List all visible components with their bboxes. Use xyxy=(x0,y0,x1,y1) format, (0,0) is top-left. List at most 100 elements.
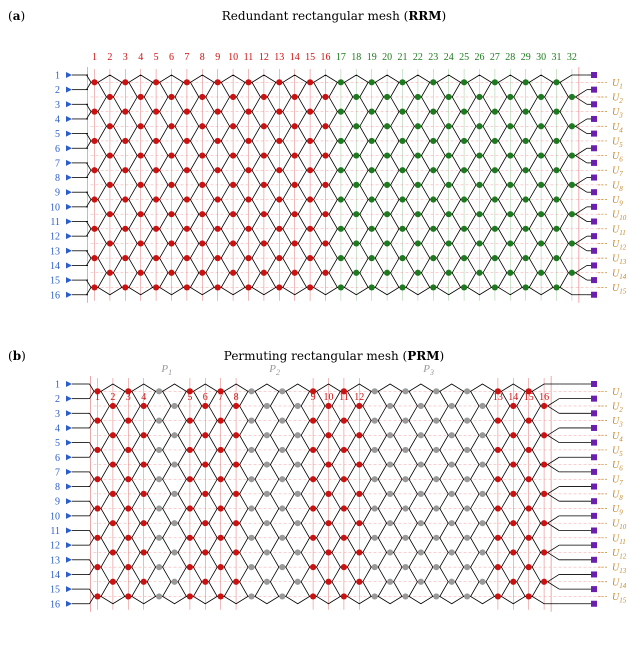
mzi-node xyxy=(310,417,317,424)
mzi-node xyxy=(476,211,483,218)
mzi-node xyxy=(153,255,160,262)
mzi-node xyxy=(402,593,409,600)
mzi-node xyxy=(430,79,437,86)
mzi-node xyxy=(464,564,471,571)
mzi-node xyxy=(476,269,483,276)
output-terminal xyxy=(591,262,597,269)
mzi-node xyxy=(245,79,252,86)
output-terminal xyxy=(591,233,597,240)
column-label: 14 xyxy=(508,392,518,403)
input-port-label: 4 xyxy=(55,114,60,125)
mzi-node xyxy=(337,167,344,174)
mzi-node xyxy=(522,137,529,145)
mzi-node xyxy=(94,446,101,454)
input-port-label: 15 xyxy=(50,585,60,596)
mzi-node xyxy=(214,79,221,86)
mzi-node xyxy=(525,417,532,424)
mzi-node xyxy=(568,152,576,159)
column-label: 8 xyxy=(234,392,239,403)
mzi-node xyxy=(399,225,406,232)
mzi-node xyxy=(371,476,378,483)
input-port-label: 16 xyxy=(50,599,60,610)
mzi-node xyxy=(233,432,240,439)
mzi-node xyxy=(156,417,163,424)
mzi-node xyxy=(202,402,209,410)
output-terminal xyxy=(591,174,597,181)
mzi-node xyxy=(445,269,452,276)
mzi-node xyxy=(399,284,406,291)
column-label: 9 xyxy=(311,392,316,403)
mzi-node xyxy=(217,505,224,512)
output-terminal xyxy=(591,483,597,490)
mzi-node xyxy=(91,167,98,174)
mzi-node xyxy=(109,461,116,468)
mzi-node xyxy=(307,167,314,174)
column-label: 16 xyxy=(539,392,549,403)
mzi-node xyxy=(214,196,221,203)
mzi-node xyxy=(353,123,360,130)
mzi-node xyxy=(433,388,440,395)
mzi-node xyxy=(156,388,163,395)
mzi-node xyxy=(494,593,501,600)
mzi-node xyxy=(183,196,190,203)
input-arrow-icon xyxy=(66,483,72,490)
mzi-node xyxy=(137,93,144,101)
input-port-label: 4 xyxy=(55,423,60,434)
mzi-node xyxy=(125,417,132,424)
column-label: 1 xyxy=(92,52,97,63)
mzi-node xyxy=(340,476,347,483)
input-arrow-icon xyxy=(66,424,72,431)
mzi-node xyxy=(279,564,286,571)
input-port-label: 3 xyxy=(55,409,60,420)
mzi-node xyxy=(263,461,270,468)
mzi-node xyxy=(214,284,221,291)
mzi-node xyxy=(168,211,175,218)
mzi-node xyxy=(230,93,237,101)
mzi-node xyxy=(553,79,560,86)
mzi-node xyxy=(337,255,344,262)
mzi-node xyxy=(387,578,394,585)
output-terminal xyxy=(591,291,597,298)
column-label: 16 xyxy=(321,52,331,63)
mzi-node xyxy=(233,578,240,585)
mzi-node xyxy=(248,476,255,483)
mzi-node xyxy=(525,564,532,571)
mzi-node xyxy=(291,269,298,276)
mzi-node xyxy=(122,196,129,203)
input-port-label: 13 xyxy=(50,555,60,566)
mzi-node xyxy=(461,137,468,145)
mzi-node xyxy=(260,269,267,276)
input-arrow-icon xyxy=(66,381,72,387)
permutation-label: P1 xyxy=(160,363,172,377)
mzi-node xyxy=(153,167,160,174)
mzi-node xyxy=(186,446,193,454)
mzi-node xyxy=(171,520,178,527)
mzi-node xyxy=(217,593,224,600)
mzi-node xyxy=(279,534,286,541)
column-label: 6 xyxy=(203,392,208,403)
mzi-node xyxy=(125,534,132,541)
mzi-node xyxy=(430,284,437,291)
mzi-node xyxy=(387,549,394,556)
column-label: 11 xyxy=(339,392,349,403)
mzi-node xyxy=(199,123,206,130)
column-label: 18 xyxy=(351,52,361,63)
mzi-node xyxy=(171,461,178,468)
mzi-node xyxy=(217,446,224,454)
mzi-node xyxy=(337,225,344,232)
unitary-output-label: U11 xyxy=(612,224,626,237)
column-label: 3 xyxy=(123,52,128,63)
unitary-output-label: U4 xyxy=(612,122,623,135)
mzi-node xyxy=(137,269,144,276)
mzi-node xyxy=(507,152,514,159)
mzi-node xyxy=(507,240,514,247)
mzi-node xyxy=(525,446,532,454)
mzi-node xyxy=(106,152,113,159)
mzi-node xyxy=(137,211,144,218)
mzi-node xyxy=(248,593,255,600)
mzi-node xyxy=(276,284,283,291)
mzi-node xyxy=(307,79,314,86)
mzi-node xyxy=(248,534,255,541)
mzi-node xyxy=(171,402,178,410)
mzi-node xyxy=(294,461,301,468)
